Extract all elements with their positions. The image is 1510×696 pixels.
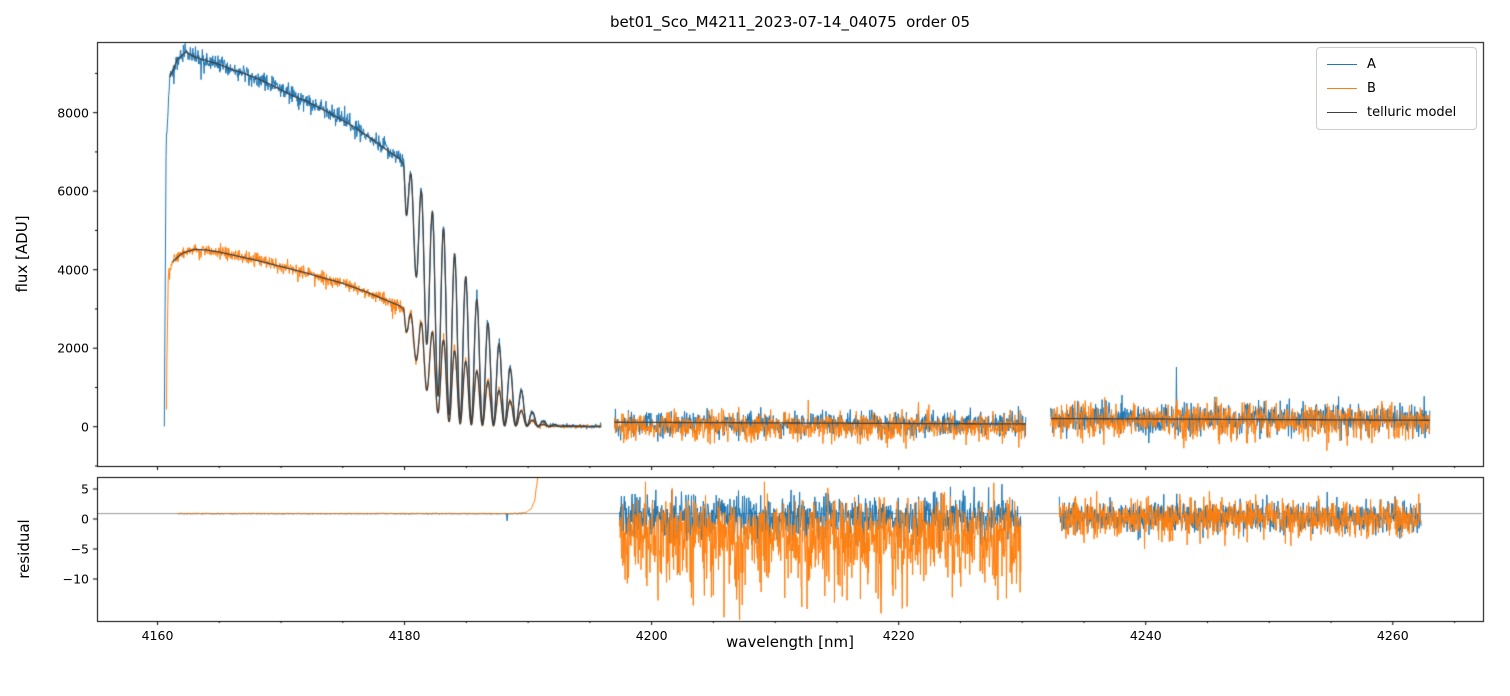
y-tick-label: 2000: [57, 340, 89, 356]
legend-entry-a: A: [1327, 56, 1466, 73]
legend-label-telluric-model: telluric model: [1367, 105, 1457, 120]
x-tick-label: 4260: [1376, 628, 1409, 643]
y-tick-label: −5: [70, 541, 89, 557]
x-tick-label: 4220: [882, 628, 915, 643]
legend-entry-b: B: [1327, 80, 1466, 97]
x-tick-label: 4160: [141, 628, 174, 643]
x-axis-label: wavelength [nm]: [726, 633, 854, 651]
y-tick-label: 0: [81, 511, 89, 527]
y-tick-label: 6000: [57, 183, 89, 199]
legend-label-a: A: [1367, 57, 1376, 72]
chart-title: bet01_Sco_M4211_2023-07-14_04075 order 0…: [609, 13, 971, 31]
y-axis-label-flux: flux [ADU]: [13, 215, 31, 293]
y-tick-label: 8000: [57, 105, 89, 121]
y-tick-label: 4000: [57, 262, 89, 278]
legend-swatch-model-line: [1327, 112, 1357, 113]
x-tick-label: 4240: [1129, 628, 1162, 643]
legend-entry-telluric-model: telluric model: [1327, 104, 1466, 121]
legend-swatch-b-line: [1327, 88, 1357, 89]
y-tick-label: 0: [81, 419, 89, 435]
x-tick-label: 4200: [635, 628, 668, 643]
y-axis-label-residual: residual: [15, 519, 33, 579]
legend-swatch-a-line: [1327, 64, 1357, 65]
y-tick-label: −10: [62, 571, 89, 587]
legend-label-b: B: [1367, 81, 1376, 96]
legend: A B telluric model: [1316, 47, 1477, 130]
y-tick-label: 5: [81, 481, 89, 497]
x-tick-label: 4180: [388, 628, 421, 643]
